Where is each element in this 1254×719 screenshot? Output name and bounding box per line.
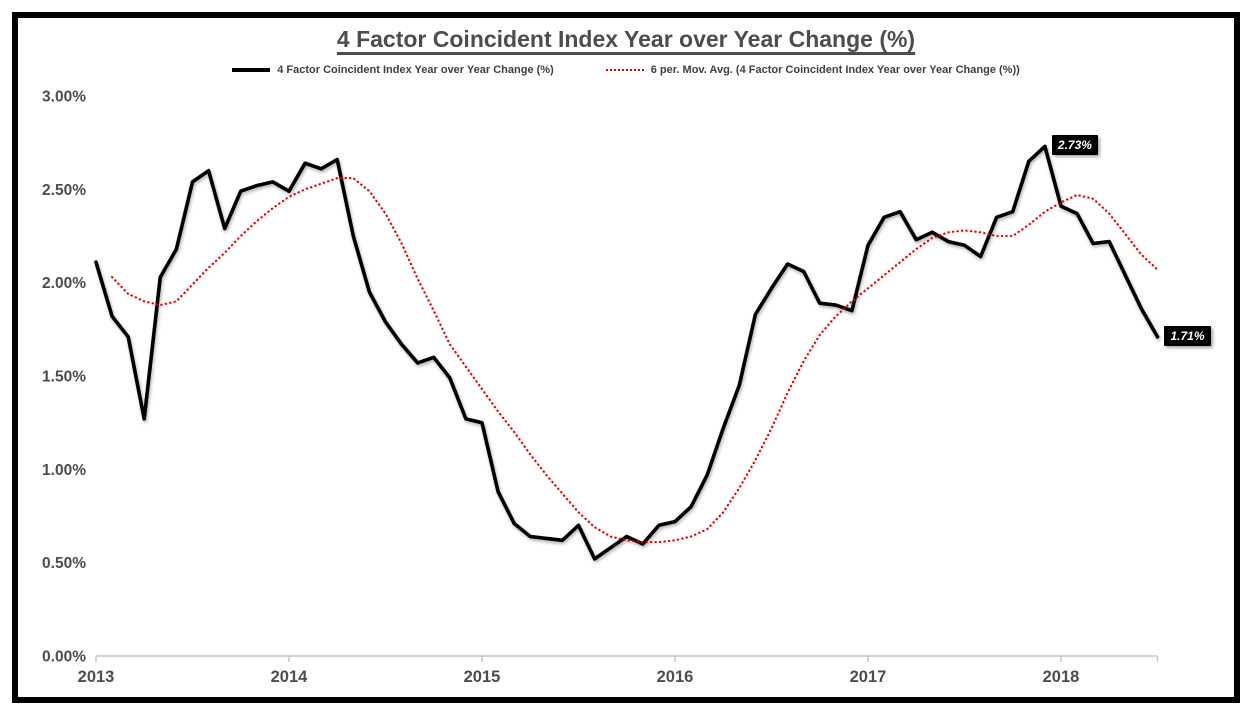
legend: 4 Factor Coincident Index Year over Year… — [18, 64, 1234, 76]
dotted-line-swatch — [605, 69, 644, 71]
chart-frame: 4 Factor Coincident Index Year over Year… — [12, 12, 1240, 703]
point-label-latest: 1.71% — [1164, 325, 1211, 346]
legend-item-moving-average: 6 per. Mov. Avg. (4 Factor Coincident In… — [605, 64, 1020, 76]
solid-line-swatch — [232, 68, 271, 72]
chart-title: 4 Factor Coincident Index Year over Year… — [336, 26, 916, 52]
legend-label-coincident-index: 4 Factor Coincident Index Year over Year… — [277, 64, 554, 76]
legend-item-coincident-index: 4 Factor Coincident Index Year over Year… — [232, 64, 554, 76]
legend-label-moving-average: 6 per. Mov. Avg. (4 Factor Coincident In… — [650, 64, 1020, 76]
point-label-peak: 2.73% — [1051, 135, 1098, 156]
